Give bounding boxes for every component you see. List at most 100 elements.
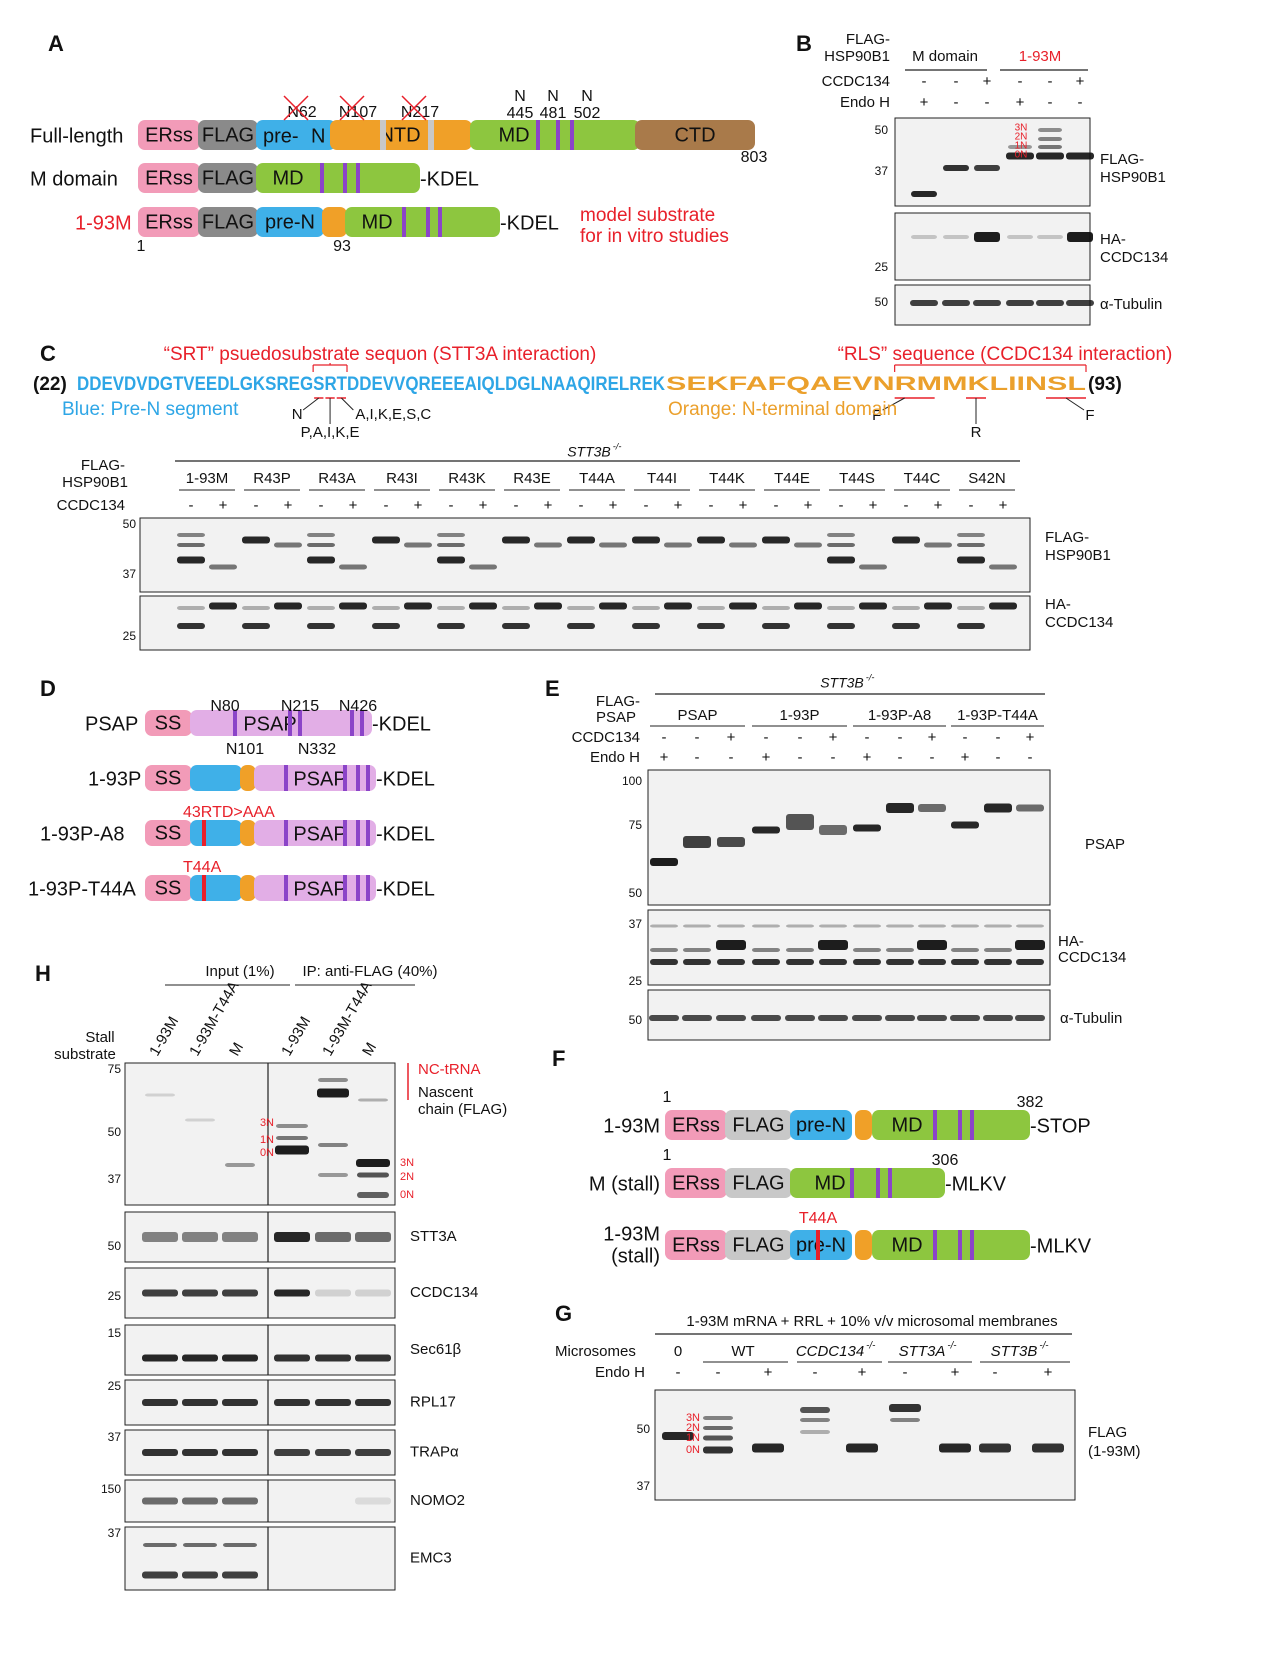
domain-label: pre-N [796,1114,846,1136]
group-label: Input (1%) [205,963,274,980]
tail: -STOP [1030,1115,1091,1137]
band [182,1449,218,1456]
band [1032,1443,1064,1453]
domain [145,710,192,736]
band [1016,924,1044,928]
glycoform: 3N [686,1412,700,1424]
mw-marker: 37 [123,567,137,581]
band [886,924,914,928]
mw-marker: 15 [108,1326,122,1340]
mw-marker: 150 [101,1482,121,1496]
blot-label: CCDC134 [1058,949,1126,966]
panel-label: H [35,961,51,986]
lane-sign: - [922,73,927,90]
band [356,1159,390,1167]
site-bar [570,120,574,150]
band [183,1543,217,1547]
tail: -KDEL [376,768,435,790]
band [177,543,205,547]
domain [256,120,336,150]
lane-sign: - [969,497,974,514]
lane-sign: - [985,94,990,111]
lane-sign: - [954,94,959,111]
band [437,556,465,564]
glycosite: 445 [507,105,534,122]
residue-number: 1 [663,1089,672,1106]
row-label: substrate [54,1046,116,1063]
group-label: 1-93P-A8 [868,707,931,724]
band [649,1015,679,1021]
band [437,543,465,547]
superscript: -/- [1039,1341,1049,1352]
band [534,542,562,548]
band [209,564,237,570]
blot-label: NOMO2 [410,1492,465,1509]
band [974,232,1000,242]
glycoform: 0N [1015,150,1028,161]
band [1037,235,1063,239]
band [142,1571,178,1579]
annotation: “SRT” psuedosubstrate sequon (STT3A inte… [164,344,597,365]
tail: -MLKV [1030,1235,1092,1257]
glycosite: N80 [210,698,239,715]
residue-number: 1 [663,1147,672,1164]
band [315,1289,351,1297]
lane-sign: + [219,497,228,514]
glycoform: 3N [400,1157,414,1169]
superscript: -/- [947,1341,957,1352]
blot [124,1062,396,1206]
note: for in vitro studies [580,226,729,247]
mw-marker: 37 [637,1479,651,1493]
mw-marker: 100 [622,774,642,788]
band [943,235,969,239]
lane-sign: + [863,749,872,766]
glycoform: 3N [1015,123,1028,134]
domain-label: PSAP [243,713,296,735]
lane-label: 1-93M [186,470,229,487]
domain [198,120,258,150]
lane-label: R43E [513,470,551,487]
lane-sign: - [729,749,734,766]
band [1038,128,1062,132]
domain [145,875,192,901]
lane-sign: - [930,749,935,766]
blot-label: CCDC134 [410,1284,478,1301]
band [752,1443,784,1453]
band [786,959,814,965]
band [1006,152,1034,160]
lane-label: R43K [448,470,486,487]
glycoform: 2N [1015,132,1028,143]
band [222,1449,258,1456]
lane-sign: - [898,749,903,766]
band [274,1232,310,1242]
band [951,959,979,965]
mutation: N [292,406,303,423]
strike [401,95,427,121]
domain [872,1230,1030,1260]
band [917,940,947,950]
blot-label: CCDC134 [1045,614,1113,631]
glycoform: 2N [400,1171,414,1183]
band [984,959,1012,965]
band [1066,300,1094,306]
domain-label: PSAP [293,768,346,790]
band [145,1093,175,1097]
band [853,959,881,965]
construct-label: HSP90B1 [824,48,890,65]
lane-sign: - [514,497,519,514]
mutation: F [872,407,881,424]
band [974,165,1000,171]
site-bar [343,765,347,791]
site-bar [350,710,354,736]
lane-sign: - [676,1364,681,1381]
group-label: 1-93P-T44A [957,707,1038,724]
mw-marker: 37 [108,1430,122,1444]
blot-label: FLAG- [1045,529,1089,546]
blot-label: HSP90B1 [1045,547,1111,564]
residue-number: 382 [1017,1094,1044,1111]
band [717,924,745,928]
band [355,1232,391,1242]
band [222,1354,258,1362]
mw-marker: 50 [108,1239,122,1253]
band [892,606,920,610]
